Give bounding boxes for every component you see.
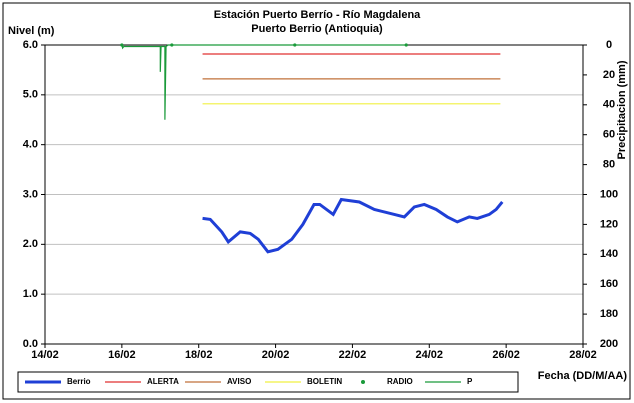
y2-tick-label: 20 <box>603 69 615 81</box>
y2-tick-label: 120 <box>600 218 618 230</box>
x-tick-label: 18/02 <box>185 349 213 361</box>
series-line <box>121 44 407 120</box>
chart-subtitle: Puerto Berrio (Antioquia) <box>251 23 383 35</box>
series-line <box>202 197 504 254</box>
x-tick-label: 14/02 <box>31 349 59 361</box>
legend-label: RADIO <box>387 377 413 386</box>
y-tick-label: 0.0 <box>23 338 38 350</box>
frame <box>2 2 631 400</box>
y2-tick-label: 80 <box>603 159 615 171</box>
x-tick-label: 16/02 <box>108 349 136 361</box>
legend-marker <box>361 380 365 384</box>
legend-label: BOLETIN <box>307 377 342 386</box>
y2-tick-label: 60 <box>603 129 615 141</box>
x-tick-label: 28/02 <box>569 349 597 361</box>
y-axis-label: Nivel (m) <box>8 25 55 37</box>
y-tick-label: 1.0 <box>23 288 38 300</box>
y2-tick-label: 100 <box>600 188 618 200</box>
legend-label: Berrio <box>67 377 91 386</box>
x-axis-label: Fecha (DD/M/AA) <box>538 370 628 382</box>
x-tick-label: 20/02 <box>262 349 290 361</box>
y-tick-label: 2.0 <box>23 238 38 250</box>
chart-title: Estación Puerto Berrío - Río Magdalena <box>214 9 421 21</box>
y2-tick-label: 160 <box>600 278 618 290</box>
y2-axis-label: Precipitacion (mm) <box>616 60 628 159</box>
legend-label: ALERTA <box>147 377 179 386</box>
y-tick-label: 3.0 <box>23 188 38 200</box>
x-tick-label: 26/02 <box>492 349 520 361</box>
legend-label: AVISO <box>227 377 251 386</box>
x-tick-label: 22/02 <box>339 349 367 361</box>
y-tick-label: 4.0 <box>23 139 38 151</box>
y2-tick-label: 180 <box>600 308 618 320</box>
y-tick-label: 6.0 <box>23 39 38 51</box>
y-tick-label: 5.0 <box>23 89 38 101</box>
x-tick-label: 24/02 <box>416 349 444 361</box>
y2-tick-label: 0 <box>606 39 612 51</box>
y2-tick-label: 40 <box>603 99 615 111</box>
legend-label: P <box>467 377 473 386</box>
y2-tick-label: 140 <box>600 248 618 260</box>
y2-tick-label: 200 <box>600 338 618 350</box>
